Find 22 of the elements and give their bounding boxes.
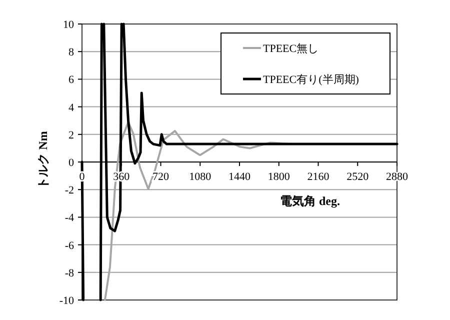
x-tick-label: 2160 <box>307 171 330 183</box>
y-tick-label: 4 <box>68 102 74 114</box>
y-tick-label: -2 <box>64 184 74 197</box>
x-axis-title: 電気角 deg. <box>280 194 340 208</box>
legend-label: TPEEC無し <box>263 43 319 55</box>
x-tick-label: 1800 <box>268 171 290 183</box>
x-tick-label: 720 <box>152 171 170 183</box>
y-tick-label: 10 <box>63 19 74 31</box>
x-tick-label: 2520 <box>346 171 370 183</box>
x-tick-label: 1080 <box>189 171 212 183</box>
y-tick-label: -8 <box>64 267 74 280</box>
y-tick-label: -6 <box>64 240 74 252</box>
y-tick-label: -4 <box>64 212 74 224</box>
y-tick-label: 0 <box>68 157 74 169</box>
y-tick-label: 2 <box>68 129 74 142</box>
y-axis-title: トルク Nm <box>36 131 50 189</box>
x-tick-label: 0 <box>79 171 86 183</box>
y-tick-label: 6 <box>68 74 74 86</box>
y-tick-label: -10 <box>59 295 74 307</box>
y-tick-label: 8 <box>68 46 74 59</box>
x-tick-label: 1440 <box>228 171 251 183</box>
legend-label: TPEEC有り(半周期) <box>263 73 360 86</box>
